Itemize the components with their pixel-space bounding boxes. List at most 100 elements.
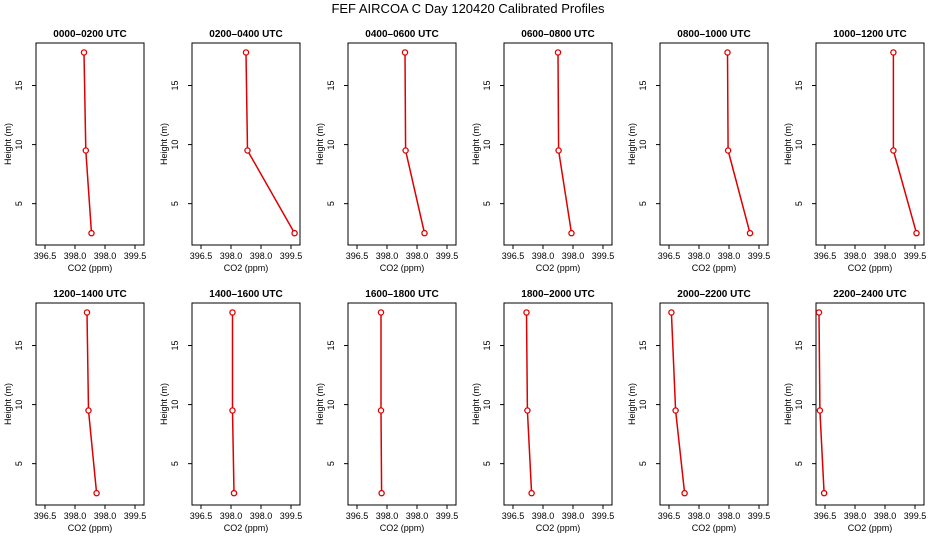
profile-line — [404, 52, 426, 234]
data-point — [724, 49, 731, 56]
data-point — [83, 309, 91, 316]
x-tick-label: 399.5 — [280, 511, 303, 521]
plot-frame — [35, 42, 145, 246]
x-axis-label: CO2 (ppm) — [848, 523, 893, 533]
plot-frame — [347, 42, 457, 246]
y-tick-label: 5 — [326, 201, 336, 206]
y-axis-label: Height (m) — [3, 123, 13, 165]
data-point — [523, 309, 530, 316]
y-axis-label: Height (m) — [315, 383, 325, 425]
x-tick-label: 398.0 — [562, 251, 585, 261]
x-tick-label: 399.5 — [748, 511, 771, 521]
x-tick-label: 396.5 — [190, 511, 213, 521]
data-point — [815, 309, 823, 316]
x-tick-label: 398.0 — [688, 251, 711, 261]
figure-title: FEF AIRCOA C Day 120420 Calibrated Profi… — [331, 1, 605, 16]
y-axis-label: Height (m) — [159, 383, 169, 425]
x-axis-label: CO2 (ppm) — [692, 523, 737, 533]
y-tick-label: 10 — [326, 140, 336, 150]
x-tick-label: 399.5 — [436, 251, 459, 261]
data-point — [82, 147, 90, 154]
x-tick-label: 396.5 — [502, 251, 525, 261]
profile-line — [726, 52, 751, 234]
data-point — [88, 229, 95, 237]
x-tick-label: 398.0 — [532, 251, 555, 261]
y-tick-label: 5 — [326, 461, 336, 466]
x-tick-label: 399.5 — [904, 251, 927, 261]
panel-5: 0800–1000 UTC 396.5 398.0 398.0 399.5 CO2 (pp… — [627, 29, 770, 273]
y-tick-label: 15 — [794, 341, 804, 351]
y-axis-label: Height (m) — [471, 123, 481, 165]
y-tick-label: 5 — [482, 201, 492, 206]
x-tick-label: 399.5 — [436, 511, 459, 521]
profile-line — [892, 52, 918, 234]
x-tick-label: 398.0 — [718, 251, 741, 261]
data-point — [913, 229, 920, 237]
x-tick-label: 398.0 — [94, 511, 117, 521]
x-tick-label: 396.5 — [34, 511, 57, 521]
panel-title: 2200–2400 UTC — [833, 289, 906, 300]
panel-11: 2000–2200 UTC 396.5 398.0 398.0 399.5 CO2 (pp… — [627, 289, 770, 533]
profile-line — [245, 52, 296, 234]
x-tick-label: 399.5 — [592, 511, 615, 521]
panel-title: 1600–1800 UTC — [365, 289, 438, 300]
panel-title: 1800–2000 UTC — [521, 289, 594, 300]
x-axis-label: CO2 (ppm) — [380, 263, 425, 273]
panel-12: 2200–2400 UTC 396.5 398.0 398.0 399.5 CO2 (pp… — [783, 289, 926, 533]
y-tick-label: 15 — [638, 81, 648, 91]
x-tick-label: 399.5 — [904, 511, 927, 521]
data-point — [820, 489, 828, 497]
x-axis-label: CO2 (ppm) — [536, 523, 581, 533]
x-tick-label: 396.5 — [34, 251, 57, 261]
y-axis-label: Height (m) — [783, 383, 793, 425]
y-axis-label: Height (m) — [159, 123, 169, 165]
plot-frame — [659, 42, 769, 246]
y-tick-label: 10 — [638, 140, 648, 150]
x-tick-label: 398.0 — [220, 251, 243, 261]
x-tick-label: 396.5 — [814, 251, 837, 261]
y-tick-label: 15 — [14, 341, 24, 351]
plot-frame — [503, 42, 613, 246]
data-point — [93, 489, 100, 497]
y-axis-label: Height (m) — [627, 383, 637, 425]
profile-line — [83, 52, 93, 234]
data-point — [890, 147, 897, 154]
data-point — [816, 407, 824, 414]
panel-title: 0200–0400 UTC — [209, 29, 282, 40]
data-point — [230, 489, 238, 497]
plot-frame — [191, 42, 301, 246]
data-point — [242, 49, 250, 56]
y-tick-label: 10 — [482, 140, 492, 150]
data-point — [401, 49, 409, 56]
x-tick-label: 396.5 — [658, 251, 681, 261]
data-point — [229, 309, 236, 316]
x-tick-label: 399.5 — [748, 251, 771, 261]
x-tick-label: 398.0 — [874, 511, 897, 521]
y-tick-label: 5 — [170, 461, 180, 466]
panel-1: 0000–0200 UTC 396.5 398.0 398.0 399.5 CO2 (pp… — [3, 29, 146, 273]
x-tick-label: 398.0 — [844, 251, 867, 261]
panel-6: 1000–1200 UTC 396.5 398.0 398.0 399.5 CO2 (pp… — [783, 29, 926, 273]
y-tick-label: 5 — [638, 461, 648, 466]
y-tick-label: 15 — [794, 81, 804, 91]
data-point — [668, 309, 675, 316]
data-point — [890, 49, 897, 56]
y-tick-label: 10 — [638, 400, 648, 410]
x-tick-label: 399.5 — [592, 251, 615, 261]
x-tick-label: 399.5 — [280, 251, 303, 261]
panel-9: 1600–1800 UTC 396.5 398.0 398.0 399.5 CO2 (pp… — [315, 289, 458, 533]
panel-3: 0400–0600 UTC 396.5 398.0 398.0 399.5 CO2 (pp… — [315, 29, 458, 273]
profile-line — [557, 52, 573, 234]
x-tick-label: 398.0 — [406, 251, 429, 261]
y-tick-label: 5 — [794, 201, 804, 206]
x-tick-label: 396.5 — [346, 511, 369, 521]
data-point — [377, 407, 385, 414]
data-point — [421, 229, 428, 237]
data-point — [672, 407, 679, 414]
y-tick-label: 5 — [638, 201, 648, 206]
x-tick-label: 399.5 — [124, 511, 147, 521]
y-axis-label: Height (m) — [627, 123, 637, 165]
y-tick-label: 10 — [14, 400, 24, 410]
y-axis-label: Height (m) — [471, 383, 481, 425]
